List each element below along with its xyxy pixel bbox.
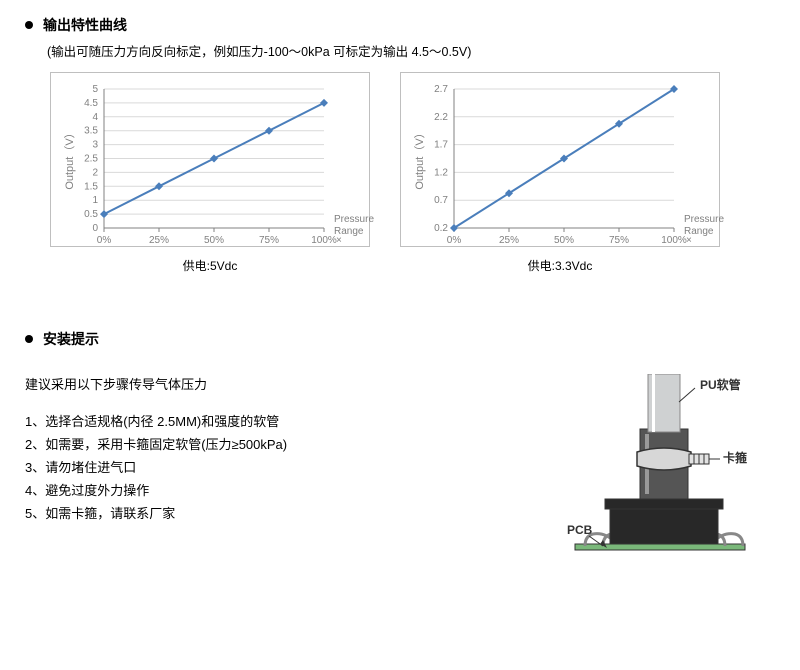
svg-text:4.5: 4.5 (84, 98, 98, 109)
svg-text:0: 0 (92, 223, 98, 234)
svg-text:50%: 50% (204, 235, 224, 246)
svg-text:3: 3 (92, 140, 98, 151)
svg-text:1.5: 1.5 (84, 181, 98, 192)
svg-text:Range: Range (334, 226, 364, 237)
section-output-note: (输出可随压力方向反向标定，例如压力-100～0kPa 可标定为输出 4.5～0… (47, 41, 775, 60)
section-install-title-text: 安装提示 (43, 329, 99, 349)
diagram-label-pcb: PCB (567, 523, 593, 537)
svg-text:1: 1 (92, 195, 98, 206)
install-step: 4、避免过度外力操作 (25, 480, 505, 499)
chart-5v-block: 00.511.522.533.544.550%25%50%75%100%Outp… (50, 72, 370, 274)
svg-text:4: 4 (92, 112, 98, 123)
svg-text:Output（V）: Output（V） (63, 127, 76, 189)
install-text: 建议采用以下步骤传导气体压力 1、选择合适规格(内径 2.5MM)和强度的软管 2… (25, 374, 505, 567)
svg-text:0.2: 0.2 (434, 223, 448, 234)
svg-text:25%: 25% (149, 235, 169, 246)
svg-text:0.7: 0.7 (434, 195, 448, 206)
svg-text:75%: 75% (609, 235, 629, 246)
svg-text:1.2: 1.2 (434, 167, 448, 178)
install-intro: 建议采用以下步骤传导气体压力 (25, 374, 505, 393)
svg-text:2.7: 2.7 (434, 84, 448, 95)
chart-5v: 00.511.522.533.544.550%25%50%75%100%Outp… (50, 72, 370, 247)
charts-row: 00.511.522.533.544.550%25%50%75%100%Outp… (50, 72, 775, 274)
section-install: 安装提示 建议采用以下步骤传导气体压力 1、选择合适规格(内径 2.5MM)和强… (25, 329, 775, 567)
diagram-label-tube: PU软管 (700, 377, 741, 392)
svg-text:Pressure: Pressure (334, 214, 374, 225)
svg-text:50%: 50% (554, 235, 574, 246)
install-step: 2、如需要，采用卡箍固定软管(压力≥500kPa) (25, 434, 505, 453)
svg-text:Output（V）: Output（V） (413, 127, 426, 189)
install-step: 1、选择合适规格(内径 2.5MM)和强度的软管 (25, 411, 505, 430)
section-output-title: 输出特性曲线 (25, 15, 775, 35)
chart-3v3: 0.20.71.21.72.22.70%25%50%75%100%Output（… (400, 72, 720, 247)
section-output-title-text: 输出特性曲线 (43, 15, 127, 35)
chart-3v3-block: 0.20.71.21.72.22.70%25%50%75%100%Output（… (400, 72, 720, 274)
install-step: 5、如需卡箍，请联系厂家 (25, 503, 505, 522)
diagram-label-clamp: 卡箍 (723, 450, 747, 465)
section-install-title: 安装提示 (25, 329, 775, 349)
install-step: 3、请勿堵住进气口 (25, 457, 505, 476)
svg-text:2.5: 2.5 (84, 154, 98, 165)
svg-text:2.2: 2.2 (434, 112, 448, 123)
bullet-icon (25, 335, 33, 343)
svg-text:3.5: 3.5 (84, 126, 98, 137)
svg-text:0%: 0% (447, 235, 462, 246)
install-list: 1、选择合适规格(内径 2.5MM)和强度的软管 2、如需要，采用卡箍固定软管(压… (25, 411, 505, 522)
svg-text:0.5: 0.5 (84, 209, 98, 220)
install-diagram: PU软管卡箍 PCB (545, 374, 775, 567)
svg-text:5: 5 (92, 84, 98, 95)
chart-3v3-caption: 供电:3.3Vdc (528, 257, 593, 274)
svg-text:Range: Range (684, 226, 714, 237)
bullet-icon (25, 21, 33, 29)
chart-5v-caption: 供电:5Vdc (183, 257, 238, 274)
svg-text:1.7: 1.7 (434, 140, 448, 151)
svg-text:25%: 25% (499, 235, 519, 246)
svg-text:75%: 75% (259, 235, 279, 246)
svg-text:2: 2 (92, 167, 98, 178)
svg-text:0%: 0% (97, 235, 112, 246)
svg-text:Pressure: Pressure (684, 214, 724, 225)
